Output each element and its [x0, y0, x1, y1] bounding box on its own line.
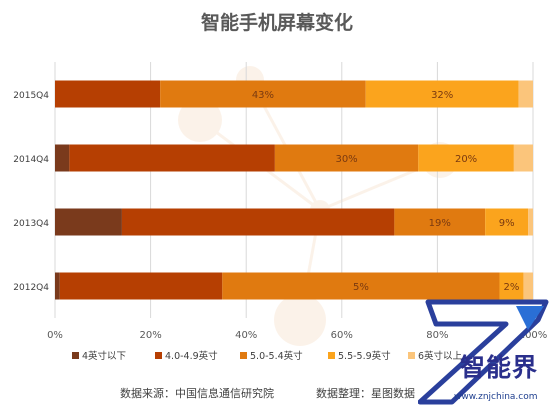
data-label: 5% — [353, 282, 369, 293]
bar-segment — [121, 208, 395, 236]
x-tick-label: 100% — [519, 330, 548, 341]
bar-segment — [499, 272, 524, 300]
data-organizer-note: 数据整理：星图数据 — [316, 387, 415, 400]
bar-segment — [55, 80, 161, 108]
chart-title: 智能手机屏幕变化 — [200, 12, 353, 34]
bar-segment — [69, 144, 275, 172]
legend-swatch — [240, 352, 247, 359]
bar-segment — [518, 80, 533, 108]
bar-segment — [55, 144, 70, 172]
bar-segment — [55, 208, 122, 236]
bar-labels: 43% 32% 30% 20% 19% 9% 5% 2% — [252, 90, 520, 293]
legend-label: 4.0-4.9英寸 — [165, 350, 218, 362]
x-tick-label: 60% — [331, 330, 353, 341]
logo-url: www.znjchina.com — [454, 392, 538, 402]
watermark-graphic — [178, 66, 458, 346]
category-label: 2013Q4 — [13, 219, 49, 229]
data-label: 43% — [252, 90, 274, 101]
logo-mark-icon — [417, 299, 549, 405]
data-source-note: 数据来源：中国信息通信研究院 — [120, 387, 274, 400]
legend-swatch — [408, 352, 415, 359]
bar-segment — [394, 208, 486, 236]
bar-segment — [513, 144, 533, 172]
x-tick-label: 20% — [139, 330, 161, 341]
bar-segment — [365, 80, 519, 108]
bar-segment — [528, 208, 533, 236]
bar-segment — [418, 144, 514, 172]
category-labels: 2015Q4 2014Q4 2013Q4 2012Q4 — [13, 91, 49, 293]
x-tick-label: 40% — [235, 330, 257, 341]
legend-label: 4英寸以下 — [82, 350, 126, 362]
legend-swatch — [328, 352, 335, 359]
bar-segment — [485, 208, 529, 236]
logo-name: 智能界 — [460, 353, 539, 382]
data-label: 9% — [499, 218, 515, 229]
x-tick-labels: 0% 20% 40% 60% 80% 100% — [47, 330, 547, 341]
legend-label: 5.5-5.9英寸 — [338, 350, 391, 362]
category-label: 2015Q4 — [13, 91, 49, 101]
legend-label: 5.0-5.4英寸 — [250, 350, 303, 362]
brand-logo[interactable]: 智能界 www.znjchina.com — [417, 296, 554, 408]
data-label: 19% — [429, 218, 451, 229]
legend-swatch — [72, 352, 79, 359]
category-label: 2012Q4 — [13, 283, 49, 293]
data-label: 20% — [455, 154, 477, 165]
bar-segment — [160, 80, 366, 108]
legend-swatch — [155, 352, 162, 359]
bar-segment — [55, 272, 60, 300]
category-label: 2014Q4 — [13, 155, 49, 165]
legend: 4英寸以下 4.0-4.9英寸 5.0-5.4英寸 5.5-5.9英寸 6英寸以上 — [72, 350, 463, 362]
bar-segment — [222, 272, 500, 300]
data-label: 32% — [431, 90, 453, 101]
data-label: 2% — [504, 282, 520, 293]
bar-segment — [59, 272, 223, 300]
legend-label: 6英寸以上 — [418, 350, 463, 362]
data-label: 30% — [335, 154, 357, 165]
bar-segment — [274, 144, 419, 172]
bars — [55, 80, 533, 300]
x-tick-label: 0% — [47, 330, 63, 341]
x-tick-label: 80% — [426, 330, 448, 341]
bar-segment — [523, 272, 533, 300]
